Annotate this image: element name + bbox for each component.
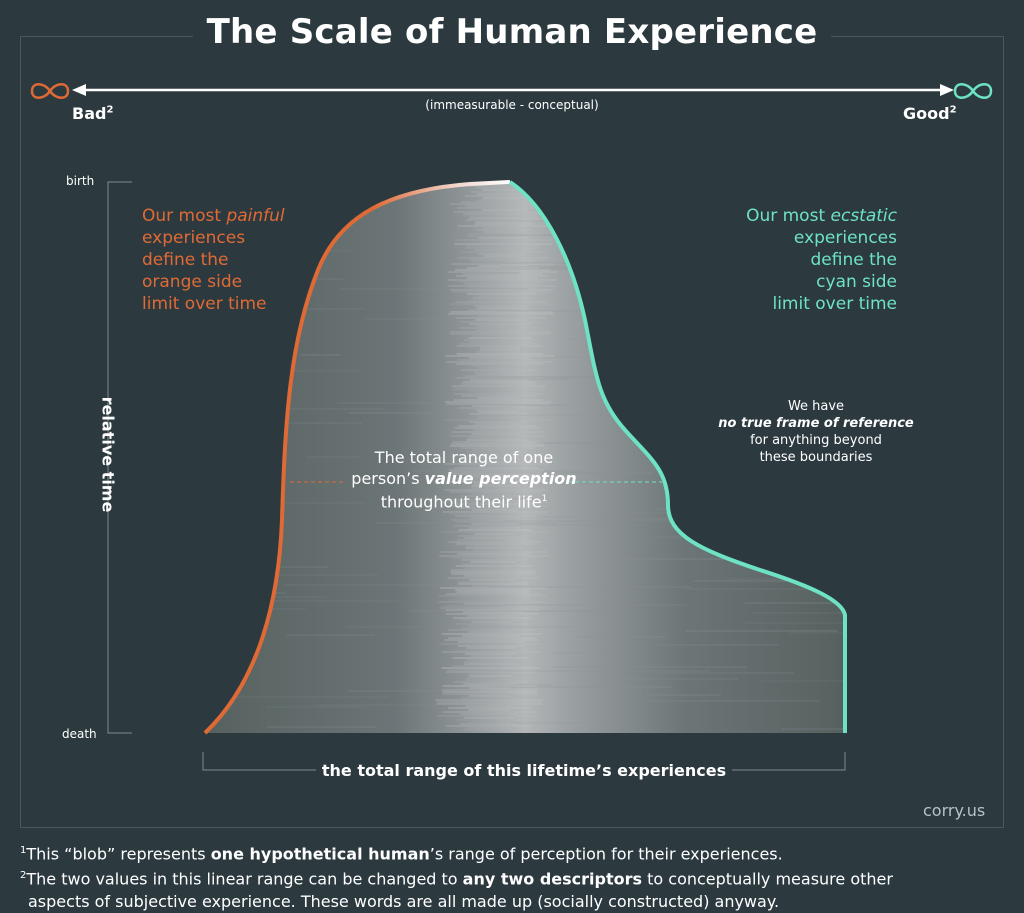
reference-annotation: We have no true frame of reference for a… (718, 399, 914, 465)
cyan-boundary (508, 180, 847, 733)
footnote-1: 1This “blob” represents one hypothetical… (20, 844, 783, 864)
range-label: the total range of this lifetime’s exper… (203, 761, 845, 780)
footnote-2-continued: aspects of subjective experience. These … (28, 891, 780, 911)
ecstatic-annotation: Our most ecstatic experiences define the… (746, 206, 897, 314)
birth-label: birth (66, 174, 95, 188)
scale-arrow-left-head (72, 84, 86, 96)
value-perception-label: The total range of one person’s value pe… (351, 448, 577, 512)
page-title: The Scale of Human Experience (192, 12, 832, 52)
scale-subtitle: (immeasurable - conceptual) (425, 98, 599, 112)
relative-time-label: relative time (98, 396, 118, 513)
good-label: Good2 (903, 104, 957, 123)
painful-annotation: Our most painful experiences define the … (142, 206, 285, 314)
time-axis-bracket (107, 181, 132, 734)
bad-label: Bad2 (72, 104, 114, 123)
experience-blob (205, 182, 845, 733)
infinity-icon (30, 83, 70, 99)
infinity-icon (953, 83, 993, 99)
scale-arrow-right-head (940, 84, 954, 96)
footnotes: 1This “blob” represents one hypothetical… (20, 840, 1010, 913)
credit-link[interactable]: corry.us (923, 801, 986, 820)
orange-boundary (203, 180, 511, 735)
death-label: death (62, 727, 97, 741)
footnote-2: 2The two values in this linear range can… (20, 869, 893, 889)
